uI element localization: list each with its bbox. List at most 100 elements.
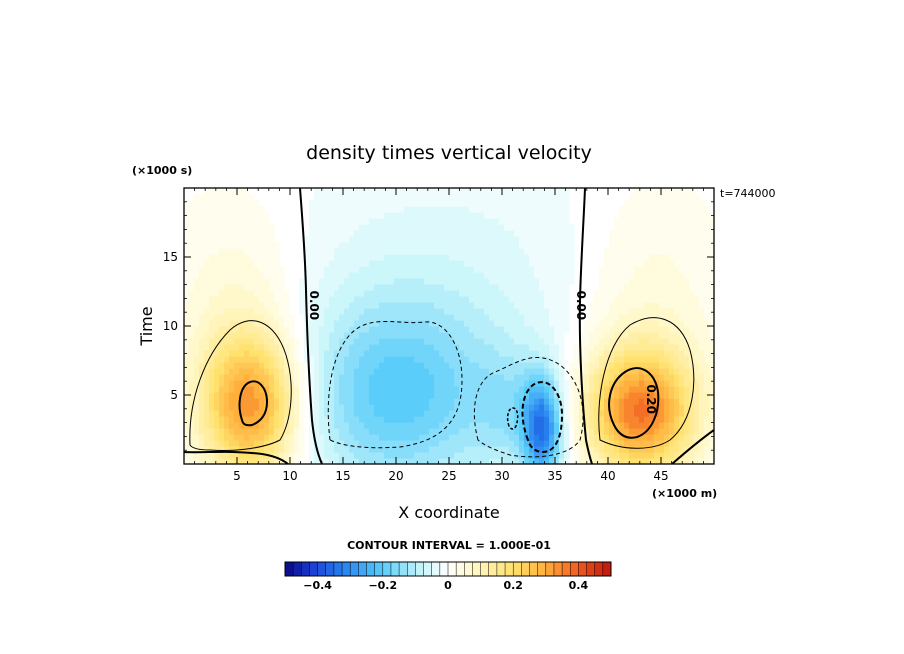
field-cell — [399, 446, 405, 453]
field-cell — [524, 386, 530, 393]
field-cell — [524, 398, 530, 405]
field-cell — [299, 398, 305, 405]
field-cell — [224, 278, 230, 285]
field-cell — [594, 296, 600, 303]
field-cell — [234, 296, 240, 303]
field-cell — [384, 446, 390, 453]
field-cell — [584, 452, 590, 459]
field-cell — [424, 284, 430, 291]
field-cell — [709, 236, 714, 243]
field-cell — [609, 314, 615, 321]
field-cell — [299, 404, 305, 411]
field-cell — [369, 206, 375, 213]
field-cell — [424, 308, 430, 315]
field-cell — [529, 284, 535, 291]
field-cell — [694, 272, 700, 279]
field-cell — [474, 446, 480, 453]
field-cell — [254, 458, 260, 464]
field-cell — [664, 356, 670, 363]
chart-title: density times vertical velocity — [306, 142, 592, 164]
field-cell — [684, 194, 690, 201]
field-cell — [559, 290, 565, 297]
field-cell — [509, 188, 515, 195]
field-cell — [279, 428, 285, 435]
field-cell — [204, 206, 210, 213]
field-cell — [509, 344, 515, 351]
field-cell — [639, 206, 645, 213]
field-cell — [614, 290, 620, 297]
field-cell — [554, 398, 560, 405]
field-cell — [459, 440, 465, 447]
field-cell — [204, 404, 210, 411]
field-cell — [519, 236, 525, 243]
field-cell — [619, 230, 625, 237]
field-cell — [484, 314, 490, 321]
field-cell — [324, 224, 330, 231]
field-cell — [654, 392, 660, 399]
field-cell — [259, 344, 265, 351]
field-cell — [539, 308, 545, 315]
field-cell — [374, 302, 380, 309]
field-cell — [314, 440, 320, 447]
field-cell — [409, 296, 415, 303]
field-cell — [629, 290, 635, 297]
field-cell — [299, 278, 305, 285]
field-cell — [494, 230, 500, 237]
field-cell — [564, 272, 570, 279]
field-cell — [344, 386, 350, 393]
field-cell — [299, 368, 305, 375]
field-cell — [229, 308, 235, 315]
field-cell — [459, 188, 465, 195]
field-cell — [479, 278, 485, 285]
field-cell — [529, 398, 535, 405]
field-cell — [514, 278, 520, 285]
field-cell — [339, 362, 345, 369]
field-cell — [359, 284, 365, 291]
field-cell — [519, 296, 525, 303]
field-cell — [544, 368, 550, 375]
field-cell — [709, 416, 714, 423]
field-cell — [344, 212, 350, 219]
field-cell — [299, 290, 305, 297]
field-cell — [249, 410, 255, 417]
field-cell — [664, 332, 670, 339]
field-cell — [314, 428, 320, 435]
field-cell — [364, 374, 370, 381]
field-cell — [224, 188, 230, 195]
field-cell — [559, 452, 565, 459]
field-cell — [609, 434, 615, 441]
field-cell — [424, 374, 430, 381]
field-cell — [544, 248, 550, 255]
field-cell — [369, 194, 375, 201]
field-cell — [639, 212, 645, 219]
field-cell — [659, 332, 665, 339]
field-cell — [674, 368, 680, 375]
field-cell — [444, 206, 450, 213]
field-cell — [449, 296, 455, 303]
field-cell — [289, 344, 295, 351]
field-cell — [664, 440, 670, 447]
field-cell — [484, 248, 490, 255]
field-cell — [399, 314, 405, 321]
field-cell — [444, 260, 450, 267]
field-cell — [244, 434, 250, 441]
field-cell — [334, 266, 340, 273]
field-cell — [604, 416, 610, 423]
field-cell — [189, 212, 195, 219]
field-cell — [639, 200, 645, 207]
field-cell — [329, 368, 335, 375]
field-cell — [664, 314, 670, 321]
field-cell — [239, 332, 245, 339]
field-cell — [644, 326, 650, 333]
field-cell — [529, 428, 535, 435]
field-cell — [309, 206, 315, 213]
field-cell — [414, 290, 420, 297]
field-cell — [429, 260, 435, 267]
field-cell — [369, 242, 375, 249]
field-cell — [649, 272, 655, 279]
field-cell — [549, 320, 555, 327]
field-cell — [499, 404, 505, 411]
field-cell — [594, 320, 600, 327]
field-cell — [424, 326, 430, 333]
field-cell — [549, 302, 555, 309]
